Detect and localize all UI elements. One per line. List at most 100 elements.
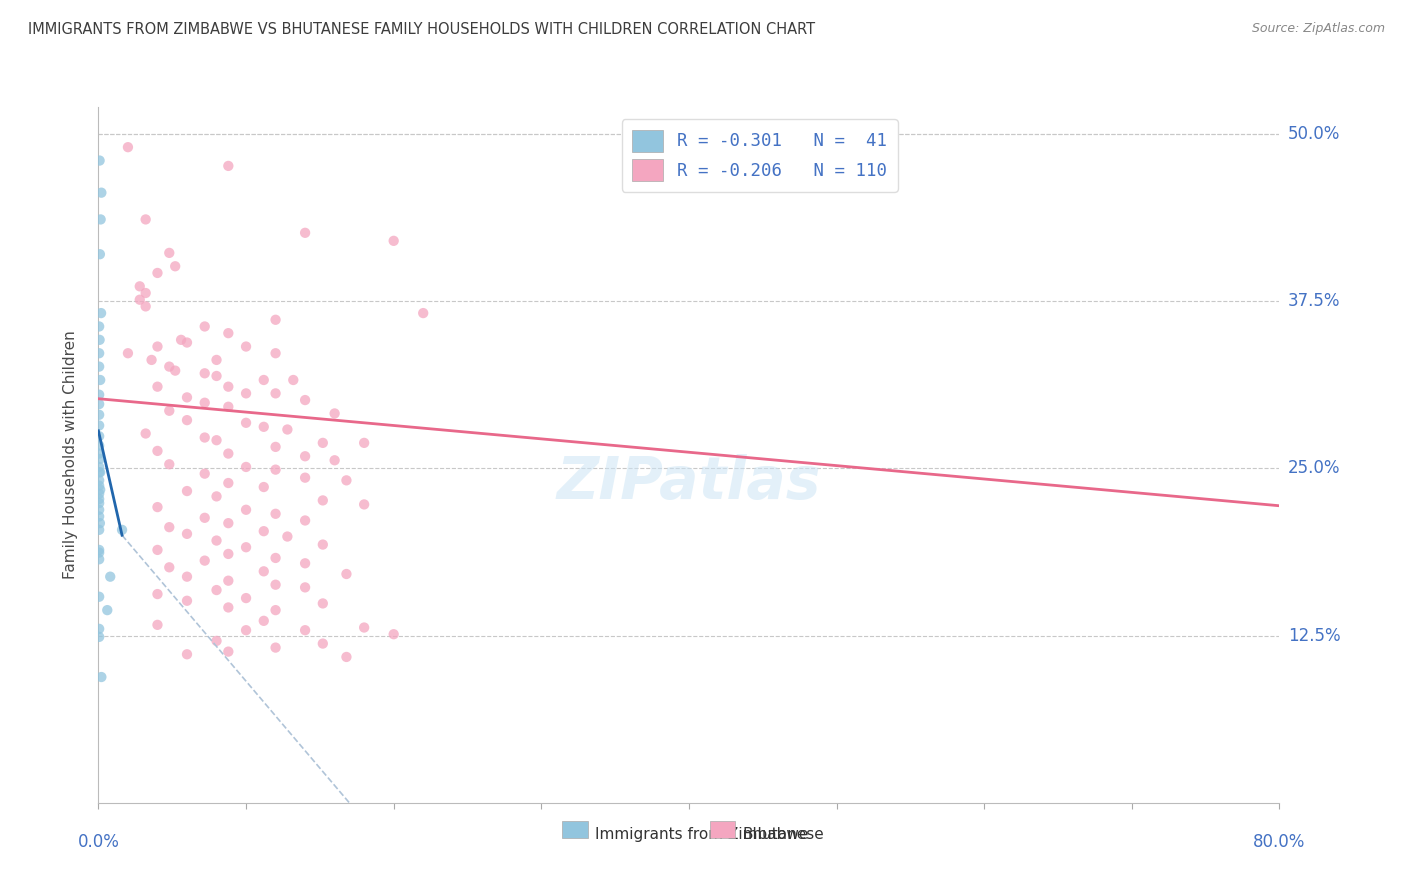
Point (135, 300, 157, 314)
Point (176, 413, 198, 427)
Legend: R = -0.301   N =  41, R = -0.206   N = 110: R = -0.301 N = 41, R = -0.206 N = 110 (621, 120, 898, 192)
Point (98, 570, 121, 584)
Point (89, 552, 111, 566)
Point (276, 530, 298, 544)
Point (353, 621, 375, 635)
Point (90, 212, 112, 227)
Point (89, 460, 111, 475)
Point (89, 346, 111, 360)
Point (323, 407, 346, 421)
Point (217, 547, 239, 561)
Text: Immigrants from Zimbabwe: Immigrants from Zimbabwe (595, 827, 808, 841)
Point (146, 500, 169, 514)
Text: 25.0%: 25.0% (1288, 459, 1340, 477)
Point (312, 637, 335, 651)
Point (89, 319, 111, 334)
Point (90, 186, 112, 200)
Point (146, 340, 169, 354)
Point (135, 426, 157, 441)
Point (90, 670, 112, 684)
Point (294, 557, 316, 571)
Point (264, 386, 287, 401)
Point (217, 326, 239, 341)
Point (117, 140, 139, 154)
Text: 80.0%: 80.0% (1253, 833, 1306, 851)
Point (194, 396, 217, 410)
Point (335, 474, 357, 488)
Point (235, 460, 257, 475)
Point (89, 516, 111, 530)
Point (176, 570, 198, 584)
Point (89, 523, 111, 537)
Point (89, 546, 111, 560)
Point (335, 567, 357, 582)
Point (89, 496, 111, 510)
Point (294, 450, 316, 464)
Point (194, 553, 217, 568)
Point (157, 359, 180, 374)
Point (176, 526, 198, 541)
Point (412, 306, 434, 320)
Point (89, 466, 111, 480)
Point (176, 335, 198, 350)
Point (89, 447, 111, 461)
Point (205, 369, 228, 384)
Point (205, 533, 228, 548)
Point (217, 476, 239, 491)
Point (294, 581, 316, 595)
Point (89, 388, 111, 402)
Point (205, 434, 228, 448)
Point (253, 480, 276, 494)
Point (176, 391, 198, 405)
Point (157, 560, 180, 574)
Point (235, 623, 257, 637)
Point (89, 483, 111, 497)
Point (217, 159, 239, 173)
Point (335, 649, 357, 664)
Point (294, 623, 316, 637)
Point (157, 404, 180, 418)
Point (264, 603, 287, 617)
Point (382, 234, 405, 248)
Point (205, 489, 228, 503)
Point (253, 420, 276, 434)
Point (264, 578, 287, 592)
Point (176, 483, 198, 498)
Point (146, 266, 169, 280)
Point (89, 373, 111, 387)
Point (157, 458, 180, 472)
Point (89, 503, 111, 517)
Point (323, 453, 346, 467)
Point (264, 640, 287, 655)
Point (146, 380, 169, 394)
Point (353, 498, 375, 512)
Point (89, 153, 111, 168)
Point (194, 431, 217, 445)
Point (264, 346, 287, 360)
Y-axis label: Family Households with Children: Family Households with Children (63, 331, 77, 579)
Point (165, 260, 187, 274)
Point (89, 487, 111, 501)
Point (205, 353, 228, 368)
Point (235, 386, 257, 401)
Point (312, 597, 335, 611)
Point (89, 429, 111, 443)
Point (264, 507, 287, 521)
Point (312, 493, 335, 508)
Point (157, 520, 180, 534)
Text: 12.5%: 12.5% (1288, 626, 1340, 645)
Point (205, 583, 228, 598)
Point (89, 452, 111, 467)
Point (111, 523, 134, 537)
Point (90, 306, 112, 320)
Point (264, 551, 287, 566)
Point (146, 444, 169, 458)
Point (353, 436, 375, 450)
Point (264, 463, 287, 477)
Point (141, 353, 163, 368)
Point (217, 574, 239, 588)
Point (89, 408, 111, 422)
Point (146, 587, 169, 601)
Point (146, 542, 169, 557)
Text: 37.5%: 37.5% (1288, 292, 1340, 310)
